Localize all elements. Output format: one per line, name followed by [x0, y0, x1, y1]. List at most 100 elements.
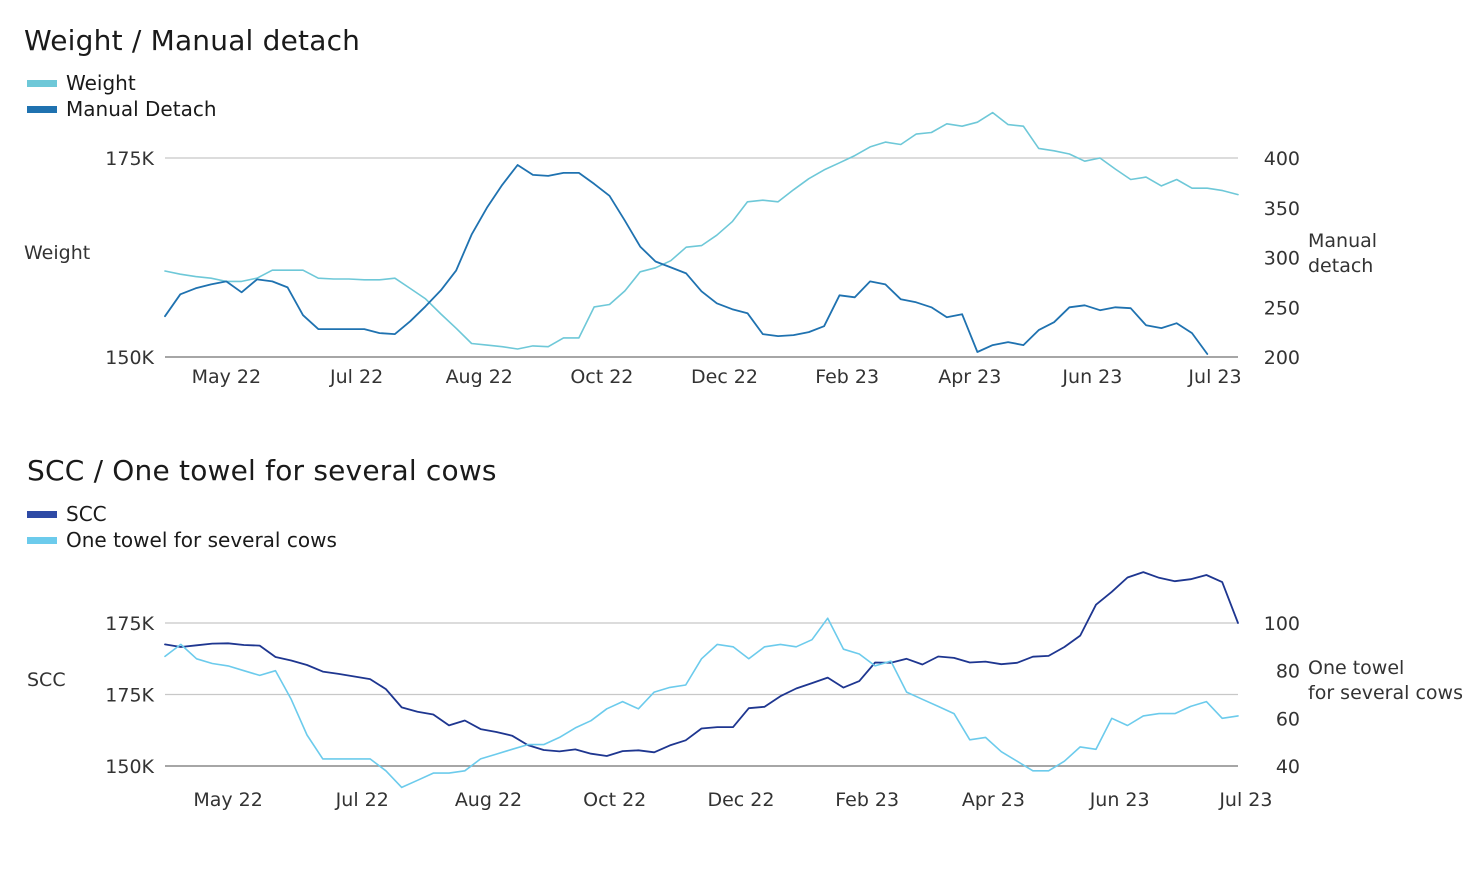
- data-point-scc: [322, 670, 324, 672]
- data-point-weight: [578, 337, 580, 339]
- data-point-one-towel-for-several-cows: [1158, 712, 1160, 714]
- data-point-weight: [302, 269, 304, 271]
- left-tick-label: 150K: [105, 756, 154, 778]
- legend-item-one-towel: One towel for several cows: [27, 527, 337, 553]
- data-point-weight: [624, 290, 626, 292]
- data-point-manual-detach: [1145, 324, 1147, 326]
- data-point-one-towel-for-several-cows: [700, 658, 702, 660]
- right-axis-label: One towel for several cows: [1308, 657, 1463, 704]
- data-point-weight: [1114, 168, 1116, 170]
- data-point-manual-detach: [884, 283, 886, 285]
- data-point-manual-detach: [1038, 329, 1040, 331]
- chart-legend: SCC One towel for several cows: [27, 501, 337, 553]
- data-point-manual-detach: [716, 302, 718, 304]
- data-point-weight: [976, 121, 978, 123]
- data-point-one-towel-for-several-cows: [243, 670, 245, 672]
- legend-swatch-manual-detach: [27, 105, 57, 113]
- data-point-one-towel-for-several-cows: [606, 708, 608, 710]
- data-point-weight: [930, 131, 932, 133]
- data-point-manual-detach: [348, 328, 350, 330]
- data-point-scc: [685, 739, 687, 741]
- x-tick-label: Jun 23: [1061, 366, 1122, 388]
- right-tick-label: 350: [1264, 198, 1300, 220]
- data-point-one-towel-for-several-cows: [1016, 760, 1018, 762]
- data-point-manual-detach: [624, 220, 626, 222]
- data-point-weight: [1053, 150, 1055, 152]
- data-point-manual-detach: [1022, 344, 1024, 346]
- data-point-one-towel-for-several-cows: [1142, 715, 1144, 717]
- data-point-weight: [1022, 125, 1024, 127]
- left-axis-label: SCC: [27, 669, 66, 691]
- data-point-scc: [937, 655, 939, 657]
- data-point-weight: [1191, 187, 1193, 189]
- data-point-weight: [1176, 178, 1178, 180]
- data-point-manual-detach: [976, 351, 978, 353]
- data-point-scc: [811, 682, 813, 684]
- x-tick-label: Jul 23: [1218, 789, 1272, 811]
- x-tick-label: Dec 22: [707, 789, 774, 811]
- data-point-scc: [290, 659, 292, 661]
- data-point-weight: [685, 246, 687, 248]
- legend-item-scc: SCC: [27, 501, 337, 527]
- data-point-one-towel-for-several-cows: [890, 660, 892, 662]
- data-point-manual-detach: [639, 245, 641, 247]
- data-point-one-towel-for-several-cows: [1032, 770, 1034, 772]
- data-point-weight: [961, 125, 963, 127]
- data-point-manual-detach: [670, 266, 672, 268]
- data-point-manual-detach: [838, 294, 840, 296]
- chart-panel-scc-one-towel: SCC / One towel for several cows SCC One…: [0, 430, 1480, 870]
- data-point-weight: [1038, 147, 1040, 149]
- data-point-manual-detach: [1007, 341, 1009, 343]
- data-point-manual-detach: [317, 328, 319, 330]
- data-point-manual-detach: [1191, 332, 1193, 334]
- data-point-one-towel-for-several-cows: [353, 758, 355, 760]
- data-point-one-towel-for-several-cows: [290, 698, 292, 700]
- data-point-weight: [838, 162, 840, 164]
- data-point-one-towel-for-several-cows: [1205, 700, 1207, 702]
- data-point-scc: [306, 664, 308, 666]
- data-point-weight: [1237, 193, 1239, 195]
- series-line-weight: [164, 111, 1239, 350]
- data-point-one-towel-for-several-cows: [1174, 712, 1176, 714]
- x-tick-label: Aug 22: [455, 789, 522, 811]
- data-point-scc: [590, 753, 592, 755]
- data-point-one-towel-for-several-cows: [495, 753, 497, 755]
- data-point-manual-detach: [823, 325, 825, 327]
- data-point-scc: [921, 663, 923, 665]
- data-point-one-towel-for-several-cows: [1079, 746, 1081, 748]
- data-point-scc: [763, 706, 765, 708]
- data-point-one-towel-for-several-cows: [842, 648, 844, 650]
- data-point-scc: [953, 657, 955, 659]
- data-point-scc: [653, 751, 655, 753]
- data-point-one-towel-for-several-cows: [274, 670, 276, 672]
- data-point-weight: [240, 280, 242, 282]
- data-point-weight: [1160, 185, 1162, 187]
- data-point-weight: [992, 111, 994, 113]
- data-point-weight: [348, 278, 350, 280]
- data-point-one-towel-for-several-cows: [558, 736, 560, 738]
- right-tick-label: 40: [1276, 756, 1300, 778]
- data-point-scc: [842, 686, 844, 688]
- data-point-weight: [731, 221, 733, 223]
- data-point-weight: [854, 154, 856, 156]
- data-point-one-towel-for-several-cows: [1221, 717, 1223, 719]
- data-point-one-towel-for-several-cows: [827, 617, 829, 619]
- data-point-weight: [915, 133, 917, 135]
- data-point-scc: [211, 642, 213, 644]
- data-point-manual-detach: [1160, 327, 1162, 329]
- data-point-weight: [823, 169, 825, 171]
- data-point-weight: [1145, 176, 1147, 178]
- data-point-weight: [532, 345, 534, 347]
- chart-title: SCC / One towel for several cows: [27, 454, 497, 487]
- data-point-weight: [884, 141, 886, 143]
- x-tick-label: Oct 22: [570, 366, 633, 388]
- data-point-one-towel-for-several-cows: [164, 655, 166, 657]
- data-point-one-towel-for-several-cows: [811, 639, 813, 641]
- data-point-one-towel-for-several-cows: [1063, 760, 1065, 762]
- data-point-weight: [746, 201, 748, 203]
- right-axis-label-line: One towel: [1308, 657, 1404, 679]
- x-tick-label: Oct 22: [583, 789, 646, 811]
- data-point-manual-detach: [486, 207, 488, 209]
- data-point-weight: [700, 244, 702, 246]
- series-line-scc: [164, 571, 1239, 757]
